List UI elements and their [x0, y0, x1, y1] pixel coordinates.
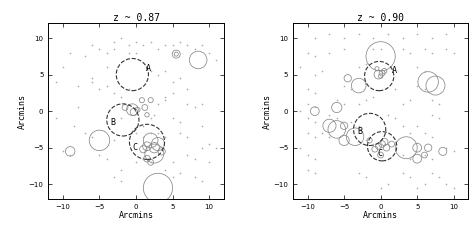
Text: B: B — [110, 118, 116, 127]
X-axis label: Arcmins: Arcmins — [118, 211, 154, 220]
Text: C: C — [377, 149, 382, 158]
Text: A: A — [392, 66, 397, 75]
Text: A: A — [146, 64, 151, 73]
Title: z ~ 0.87: z ~ 0.87 — [112, 13, 160, 23]
Y-axis label: Arcmins: Arcmins — [263, 94, 272, 129]
X-axis label: Arcmins: Arcmins — [363, 211, 398, 220]
Y-axis label: Arcmins: Arcmins — [18, 94, 27, 129]
Text: B: B — [357, 127, 362, 136]
Title: z ~ 0.90: z ~ 0.90 — [357, 13, 404, 23]
Text: C: C — [132, 143, 137, 152]
